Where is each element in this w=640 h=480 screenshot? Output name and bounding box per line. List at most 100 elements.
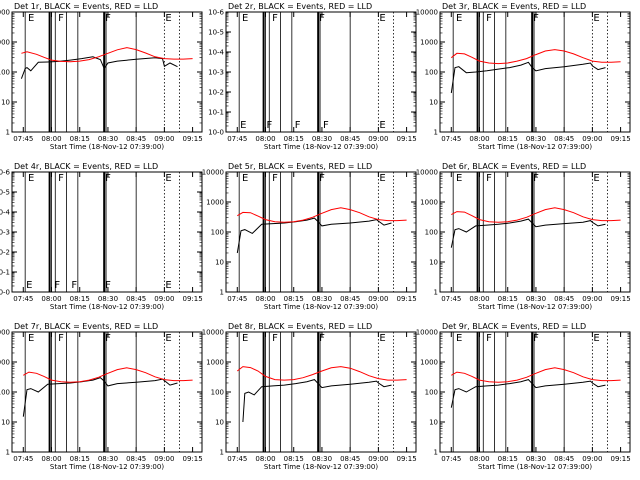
x-tick-label: 08:00: [255, 455, 275, 463]
x-tick-label: 08:30: [312, 135, 332, 143]
x-axis-label: Start Time (18-Nov-12 07:39:00): [50, 143, 164, 151]
panel-8: Det 8r, BLACK = Events, RED = LLD 1 10 100 1…: [202, 322, 417, 471]
x-tick-label: 08:15: [284, 295, 304, 303]
top-flag-label: F: [272, 333, 278, 344]
y-tick-label: 10: [429, 99, 438, 107]
top-flag-label: E: [379, 333, 385, 344]
x-tick-label: 09:00: [582, 455, 602, 463]
x-tick-label: 08:30: [526, 295, 546, 303]
top-flag-label: E: [242, 173, 248, 184]
panel-6: Det 6r, BLACK = Events, RED = LLD 1 10 100 1…: [416, 162, 631, 311]
y-tick-label: 10-5: [208, 29, 224, 37]
y-tick-label: 10-0: [0, 289, 10, 297]
y-tick-label: 10000: [0, 329, 10, 337]
x-axis-label: Start Time (18-Nov-12 07:39:00): [264, 303, 378, 311]
series-line-lld: [450, 49, 621, 65]
y-tick-label: 10-2: [208, 89, 224, 97]
x-tick-label: 08:00: [255, 295, 275, 303]
x-tick-label: 08:00: [469, 455, 489, 463]
y-tick-label: 100: [425, 229, 438, 237]
top-flag-label: E: [28, 13, 34, 24]
y-tick-label: 1000: [206, 359, 224, 367]
y-tick-label: 100: [425, 389, 438, 397]
y-tick-label: 10-4: [208, 49, 224, 57]
x-axis-label: Start Time (18-Nov-12 07:39:00): [50, 303, 164, 311]
panel-3: Det 3r, BLACK = Events, RED = LLD 1 10 100 1…: [416, 2, 631, 151]
top-flag-label: E: [379, 173, 385, 184]
bottom-flag-label: E: [26, 280, 32, 291]
y-tick-label: 10: [215, 419, 224, 427]
bottom-flag-label: F: [267, 120, 273, 131]
top-flag-label: F: [272, 13, 278, 24]
plot-frame: [11, 331, 203, 453]
y-tick-label: 10: [429, 419, 438, 427]
x-tick-label: 07:45: [441, 135, 461, 143]
top-flag-label: E: [165, 173, 171, 184]
x-tick-label: 08:45: [554, 295, 574, 303]
x-tick-label: 08:00: [41, 455, 61, 463]
x-tick-label: 08:45: [126, 455, 146, 463]
y-tick-label: 10000: [202, 169, 224, 177]
x-tick-label: 08:30: [312, 455, 332, 463]
x-tick-label: 08:00: [469, 295, 489, 303]
y-tick-label: 10-6: [208, 9, 224, 17]
x-tick-label: 08:45: [340, 455, 360, 463]
x-tick-label: 09:15: [397, 295, 417, 303]
y-tick-label: 100: [0, 69, 10, 77]
y-tick-label: 10: [429, 259, 438, 267]
y-tick-label: 1000: [206, 199, 224, 207]
plot-frame: [225, 171, 417, 293]
panel-title: Det 1r, BLACK = Events, RED = LLD: [14, 2, 158, 11]
x-tick-label: 09:15: [397, 135, 417, 143]
x-tick-label: 08:45: [126, 135, 146, 143]
y-tick-label: 10000: [0, 9, 10, 17]
x-tick-label: 08:15: [498, 295, 518, 303]
x-tick-label: 08:15: [70, 455, 90, 463]
top-flag-label: E: [28, 333, 34, 344]
top-flag-label: F: [105, 333, 111, 344]
y-tick-label: 1000: [0, 39, 10, 47]
bottom-flag-label: F: [105, 280, 111, 291]
y-tick-label: 1: [434, 289, 438, 297]
top-flag-label: E: [165, 333, 171, 344]
x-tick-label: 08:15: [498, 135, 518, 143]
x-tick-label: 09:15: [611, 135, 631, 143]
y-tick-label: 100: [425, 69, 438, 77]
y-tick-label: 10-2: [0, 249, 10, 257]
y-tick-label: 10: [215, 259, 224, 267]
x-tick-label: 08:15: [284, 455, 304, 463]
bottom-flag-label: E: [165, 280, 171, 291]
series-line-events: [450, 218, 606, 248]
x-tick-label: 08:45: [340, 295, 360, 303]
plot-frame: [11, 171, 203, 293]
series-line-events: [450, 379, 606, 408]
x-axis-label: Start Time (18-Nov-12 07:39:00): [264, 143, 378, 151]
panel-title: Det 6r, BLACK = Events, RED = LLD: [442, 162, 586, 171]
y-tick-label: 10-6: [0, 169, 11, 177]
top-flag-label: F: [58, 333, 64, 344]
y-tick-label: 10000: [416, 169, 438, 177]
x-axis-label: Start Time (18-Nov-12 07:39:00): [478, 303, 592, 311]
x-tick-label: 09:00: [582, 295, 602, 303]
top-flag-label: E: [456, 173, 462, 184]
bottom-flag-label: E: [240, 120, 246, 131]
bottom-flag-label: F: [295, 120, 301, 131]
y-tick-label: 10-4: [0, 209, 11, 217]
x-tick-label: 08:00: [469, 135, 489, 143]
panel-2: Det 2r, BLACK = Events, RED = LLD 10-0 10-…: [208, 2, 417, 151]
plot-frame: [439, 331, 631, 453]
x-tick-label: 08:15: [284, 135, 304, 143]
series-line-lld: [23, 367, 193, 383]
x-tick-label: 09:00: [582, 135, 602, 143]
y-tick-label: 100: [0, 389, 10, 397]
x-tick-label: 08:30: [526, 135, 546, 143]
top-flag-label: E: [242, 13, 248, 24]
series-line-events: [450, 61, 606, 94]
x-tick-label: 09:00: [368, 295, 388, 303]
series-line-events: [22, 377, 178, 417]
series-line-lld: [451, 207, 621, 223]
x-tick-label: 09:15: [183, 135, 203, 143]
x-tick-label: 08:30: [98, 455, 118, 463]
y-tick-label: 1: [220, 449, 224, 457]
bottom-flag-label: F: [71, 280, 77, 291]
